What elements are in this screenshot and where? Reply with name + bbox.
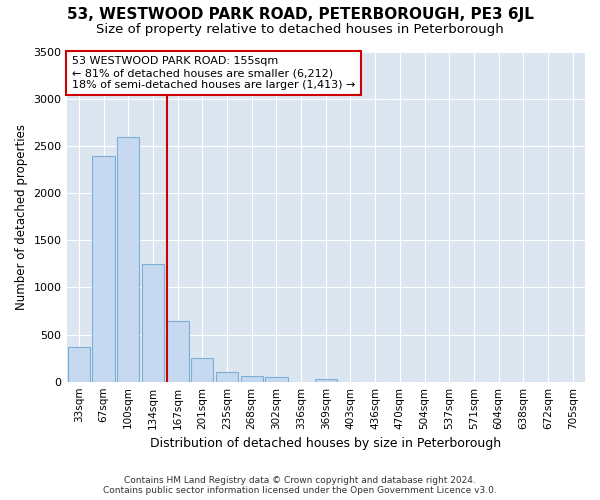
Bar [142,264,164,382]
Bar [191,358,214,382]
Bar [216,372,238,382]
Bar [92,156,115,382]
Bar [314,379,337,382]
Bar [117,138,139,382]
Y-axis label: Number of detached properties: Number of detached properties [15,124,28,310]
Text: Size of property relative to detached houses in Peterborough: Size of property relative to detached ho… [96,22,504,36]
X-axis label: Distribution of detached houses by size in Peterborough: Distribution of detached houses by size … [150,437,502,450]
Bar [265,378,287,382]
Text: 53, WESTWOOD PARK ROAD, PETERBOROUGH, PE3 6JL: 53, WESTWOOD PARK ROAD, PETERBOROUGH, PE… [67,8,533,22]
Bar [68,347,90,382]
Text: Contains HM Land Registry data © Crown copyright and database right 2024.
Contai: Contains HM Land Registry data © Crown c… [103,476,497,495]
Text: 53 WESTWOOD PARK ROAD: 155sqm
← 81% of detached houses are smaller (6,212)
18% o: 53 WESTWOOD PARK ROAD: 155sqm ← 81% of d… [72,56,355,90]
Bar [167,322,189,382]
Bar [241,376,263,382]
